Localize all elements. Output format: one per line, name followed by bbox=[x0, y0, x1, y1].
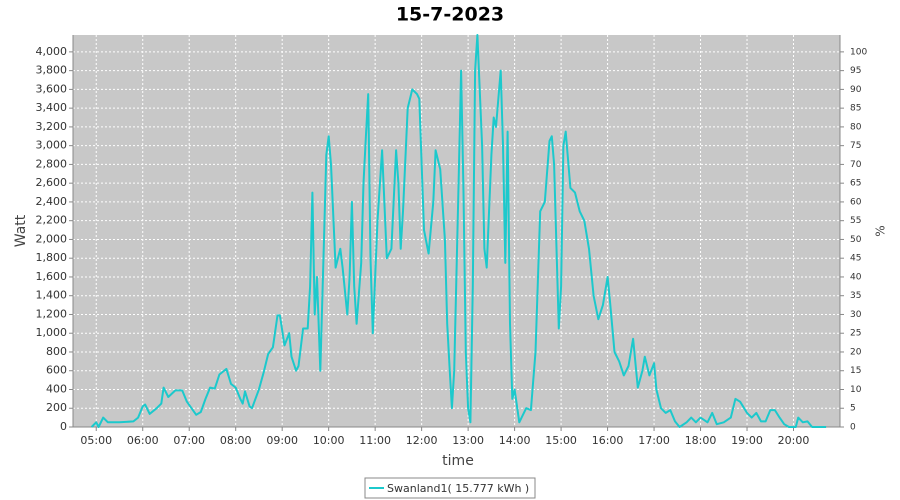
x-tick-label: 11:00 bbox=[359, 434, 391, 447]
y2-tick-label: 85 bbox=[850, 104, 861, 114]
y-tick-label: 2,000 bbox=[36, 232, 68, 245]
y-tick-label: 600 bbox=[46, 364, 67, 377]
x-tick-label: 07:00 bbox=[173, 434, 205, 447]
y-tick-label: 1,800 bbox=[36, 251, 68, 264]
y2-tick-label: 45 bbox=[850, 254, 861, 264]
y2-tick-label: 55 bbox=[850, 216, 861, 226]
y2-tick-label: 65 bbox=[850, 179, 861, 189]
x-tick-label: 20:00 bbox=[778, 434, 810, 447]
x-tick-label: 09:00 bbox=[266, 434, 298, 447]
y2-tick-label: 0 bbox=[850, 423, 856, 433]
y-tick-label: 1,200 bbox=[36, 307, 68, 320]
y-tick-label: 0 bbox=[60, 420, 67, 433]
x-tick-label: 10:00 bbox=[313, 434, 345, 447]
x-tick-label: 08:00 bbox=[220, 434, 252, 447]
y2-tick-label: 20 bbox=[850, 347, 862, 357]
y-tick-label: 4,000 bbox=[36, 45, 68, 58]
x-tick-label: 12:00 bbox=[406, 434, 438, 447]
y-tick-label: 400 bbox=[46, 382, 67, 395]
y2-tick-label: 10 bbox=[850, 385, 862, 395]
y-tick-label: 1,600 bbox=[36, 270, 68, 283]
y-tick-label: 2,200 bbox=[36, 214, 68, 227]
x-tick-label: 15:00 bbox=[545, 434, 577, 447]
y-tick-label: 3,400 bbox=[36, 101, 68, 114]
x-tick-label: 13:00 bbox=[452, 434, 484, 447]
y-tick-label: 800 bbox=[46, 345, 67, 358]
y-tick-label: 3,000 bbox=[36, 139, 68, 152]
legend-label: Swanland1( 15.777 kWh ) bbox=[387, 482, 529, 495]
x-tick-label: 19:00 bbox=[731, 434, 763, 447]
y2-tick-label: 40 bbox=[850, 272, 862, 282]
x-axis-label: time bbox=[442, 453, 474, 469]
x-tick-label: 16:00 bbox=[592, 434, 624, 447]
x-tick-label: 18:00 bbox=[685, 434, 717, 447]
y-tick-label: 1,400 bbox=[36, 289, 68, 302]
y2-tick-label: 25 bbox=[850, 329, 861, 339]
x-tick-label: 17:00 bbox=[638, 434, 670, 447]
y2-tick-label: 80 bbox=[850, 122, 862, 132]
chart-title: 15-7-2023 bbox=[396, 4, 504, 26]
y-tick-label: 3,600 bbox=[36, 82, 68, 95]
y2-tick-label: 75 bbox=[850, 141, 861, 151]
y2-tick-label: 5 bbox=[850, 404, 856, 414]
y2-tick-label: 50 bbox=[850, 235, 862, 245]
y2-tick-label: 70 bbox=[850, 160, 862, 170]
x-tick-label: 05:00 bbox=[80, 434, 112, 447]
y2-tick-label: 95 bbox=[850, 66, 861, 76]
y2-axis-label: % bbox=[874, 225, 888, 236]
y2-tick-label: 30 bbox=[850, 310, 862, 320]
y-tick-label: 2,600 bbox=[36, 176, 68, 189]
y-tick-label: 200 bbox=[46, 401, 67, 414]
y2-tick-label: 35 bbox=[850, 291, 861, 301]
y-tick-label: 2,400 bbox=[36, 195, 68, 208]
y-tick-label: 3,800 bbox=[36, 64, 68, 77]
y2-tick-label: 60 bbox=[850, 197, 862, 207]
y-tick-label: 3,200 bbox=[36, 120, 68, 133]
y-tick-label: 1,000 bbox=[36, 326, 68, 339]
legend bbox=[364, 477, 536, 499]
y2-tick-label: 90 bbox=[850, 85, 862, 95]
data-line bbox=[90, 34, 827, 428]
x-tick-label: 06:00 bbox=[127, 434, 159, 447]
x-tick-label: 14:00 bbox=[499, 434, 531, 447]
y2-tick-label: 100 bbox=[850, 47, 867, 57]
y-axis-label: Watt bbox=[13, 214, 29, 247]
y2-tick-label: 15 bbox=[850, 366, 861, 376]
y-tick-label: 2,800 bbox=[36, 157, 68, 170]
